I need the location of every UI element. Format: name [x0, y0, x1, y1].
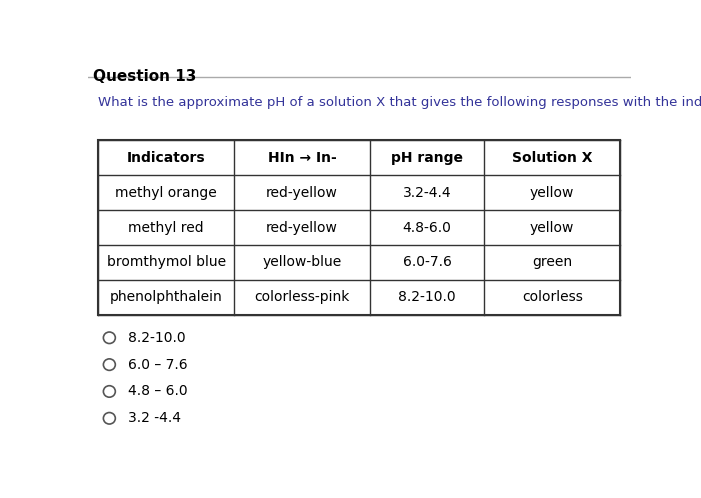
Text: pH range: pH range: [391, 151, 463, 165]
Text: Question 13: Question 13: [93, 69, 196, 84]
Text: 4.8 – 6.0: 4.8 – 6.0: [128, 384, 188, 398]
Text: 6.0-7.6: 6.0-7.6: [402, 255, 451, 269]
Text: colorless-pink: colorless-pink: [254, 290, 350, 304]
Text: bromthymol blue: bromthymol blue: [107, 255, 226, 269]
Text: 4.8-6.0: 4.8-6.0: [402, 221, 451, 235]
Text: red-yellow: red-yellow: [266, 186, 338, 200]
Text: HIn → In-: HIn → In-: [268, 151, 336, 165]
Text: Indicators: Indicators: [127, 151, 205, 165]
Text: 3.2 -4.4: 3.2 -4.4: [128, 411, 182, 425]
Text: methyl orange: methyl orange: [116, 186, 217, 200]
Text: 8.2-10.0: 8.2-10.0: [398, 290, 456, 304]
Text: yellow: yellow: [530, 221, 574, 235]
Text: yellow: yellow: [530, 186, 574, 200]
Text: 6.0 – 7.6: 6.0 – 7.6: [128, 358, 188, 372]
Text: colorless: colorless: [522, 290, 583, 304]
Text: red-yellow: red-yellow: [266, 221, 338, 235]
Text: Solution X: Solution X: [512, 151, 592, 165]
Text: phenolphthalein: phenolphthalein: [110, 290, 223, 304]
Text: 8.2-10.0: 8.2-10.0: [128, 331, 186, 345]
Bar: [98, 140, 620, 315]
Text: 3.2-4.4: 3.2-4.4: [403, 186, 451, 200]
Text: methyl red: methyl red: [128, 221, 204, 235]
Text: yellow-blue: yellow-blue: [262, 255, 341, 269]
Text: What is the approximate pH of a solution X that gives the following responses wi: What is the approximate pH of a solution…: [98, 96, 701, 109]
Text: green: green: [532, 255, 572, 269]
